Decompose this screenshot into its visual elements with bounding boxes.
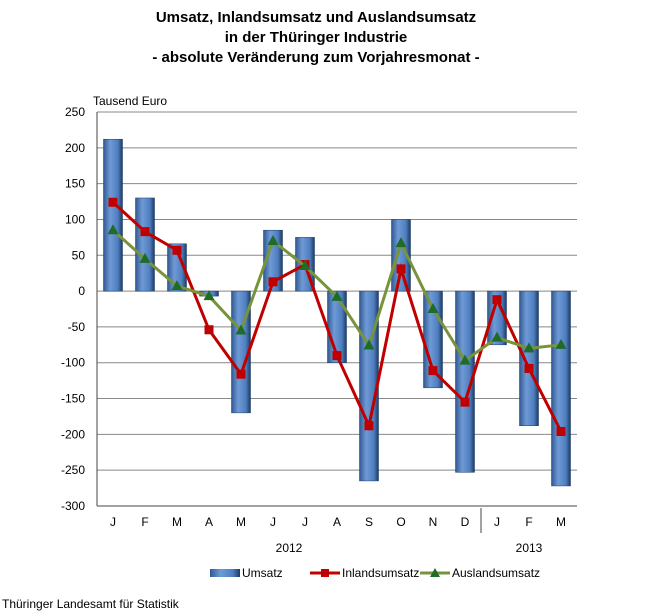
y-tick-label: -150 <box>61 392 85 406</box>
y-tick-label: 100 <box>65 212 85 226</box>
legend-swatch-umsatz <box>210 569 240 577</box>
x-tick-label: J <box>302 515 308 529</box>
legend-marker-auslandsumsatz <box>430 568 440 577</box>
marker-inlandsumsatz <box>172 245 182 255</box>
x-tick-label: O <box>396 515 405 529</box>
marker-auslandsumsatz <box>107 224 119 235</box>
year-label: 2012 <box>276 541 303 555</box>
marker-inlandsumsatz <box>460 397 470 407</box>
x-tick-label: A <box>333 515 341 529</box>
x-tick-label: A <box>205 515 213 529</box>
marker-auslandsumsatz <box>235 324 247 335</box>
marker-auslandsumsatz <box>331 290 343 301</box>
bar-umsatz <box>551 290 571 487</box>
marker-inlandsumsatz <box>428 366 438 376</box>
marker-inlandsumsatz <box>236 369 246 379</box>
x-tick-label: M <box>172 515 182 529</box>
y-tick-label: 50 <box>72 248 86 262</box>
x-tick-label: S <box>365 515 373 529</box>
year-label: 2013 <box>516 541 543 555</box>
marker-auslandsumsatz <box>523 342 535 353</box>
marker-inlandsumsatz <box>204 325 214 335</box>
marker-auslandsumsatz <box>203 290 215 301</box>
marker-inlandsumsatz <box>364 421 374 431</box>
marker-auslandsumsatz <box>427 303 439 313</box>
y-tick-label: 250 <box>65 105 85 119</box>
marker-inlandsumsatz <box>332 351 342 361</box>
bar-umsatz <box>455 290 475 473</box>
marker-auslandsumsatz <box>267 234 279 245</box>
marker-inlandsumsatz <box>396 264 406 274</box>
marker-auslandsumsatz <box>459 354 471 365</box>
chart-title-line-1: Umsatz, Inlandsumsatz und Auslandsumsatz <box>155 9 477 26</box>
marker-auslandsumsatz <box>299 260 311 271</box>
bar-umsatz <box>391 219 411 292</box>
bar-umsatz <box>519 290 539 427</box>
marker-inlandsumsatz <box>108 197 118 207</box>
legend-marker-inlandsumsatz <box>321 569 329 577</box>
y-tick-label: -200 <box>61 427 85 441</box>
marker-auslandsumsatz <box>395 237 407 248</box>
x-tick-label: N <box>429 515 438 529</box>
chart-title-line-2: in der Thüringer Industrie <box>224 29 408 46</box>
chart-title-line-3: - absolute Veränderung zum Vorjahresmona… <box>152 49 480 66</box>
bar-umsatz <box>135 197 155 292</box>
source-footer: Thüringer Landesamt für Statistik <box>2 597 179 611</box>
legend-label-auslandsumsatz: Auslandsumsatz <box>452 566 540 580</box>
x-tick-label: J <box>270 515 276 529</box>
y-tick-label: -100 <box>61 356 85 370</box>
x-tick-label: J <box>110 515 116 529</box>
y-tick-label: -50 <box>68 320 86 334</box>
x-tick-label: M <box>236 515 246 529</box>
x-tick-label: F <box>141 515 148 529</box>
marker-auslandsumsatz <box>363 339 375 350</box>
bar-umsatz <box>103 138 123 292</box>
marker-inlandsumsatz <box>268 277 278 287</box>
marker-auslandsumsatz <box>139 252 151 263</box>
x-tick-label: F <box>525 515 532 529</box>
x-tick-label: J <box>494 515 500 529</box>
marker-inlandsumsatz <box>492 295 502 305</box>
y-tick-label: 200 <box>65 141 85 155</box>
bar-umsatz <box>167 243 187 292</box>
legend-label-inlandsumsatz: Inlandsumsatz <box>342 566 419 580</box>
y-tick-label: -250 <box>61 463 85 477</box>
y-tick-label: 0 <box>78 284 85 298</box>
marker-inlandsumsatz <box>524 363 534 373</box>
marker-auslandsumsatz <box>491 331 503 342</box>
marker-auslandsumsatz <box>171 280 183 291</box>
x-tick-label: D <box>461 515 470 529</box>
y-tick-label: 150 <box>65 177 85 191</box>
y-tick-label: -300 <box>61 499 85 513</box>
marker-inlandsumsatz <box>556 426 566 436</box>
marker-inlandsumsatz <box>140 227 150 237</box>
y-axis-label: Tausend Euro <box>93 94 168 108</box>
marker-auslandsumsatz <box>555 338 567 349</box>
x-tick-label: M <box>556 515 566 529</box>
legend-label-umsatz: Umsatz <box>242 566 283 580</box>
